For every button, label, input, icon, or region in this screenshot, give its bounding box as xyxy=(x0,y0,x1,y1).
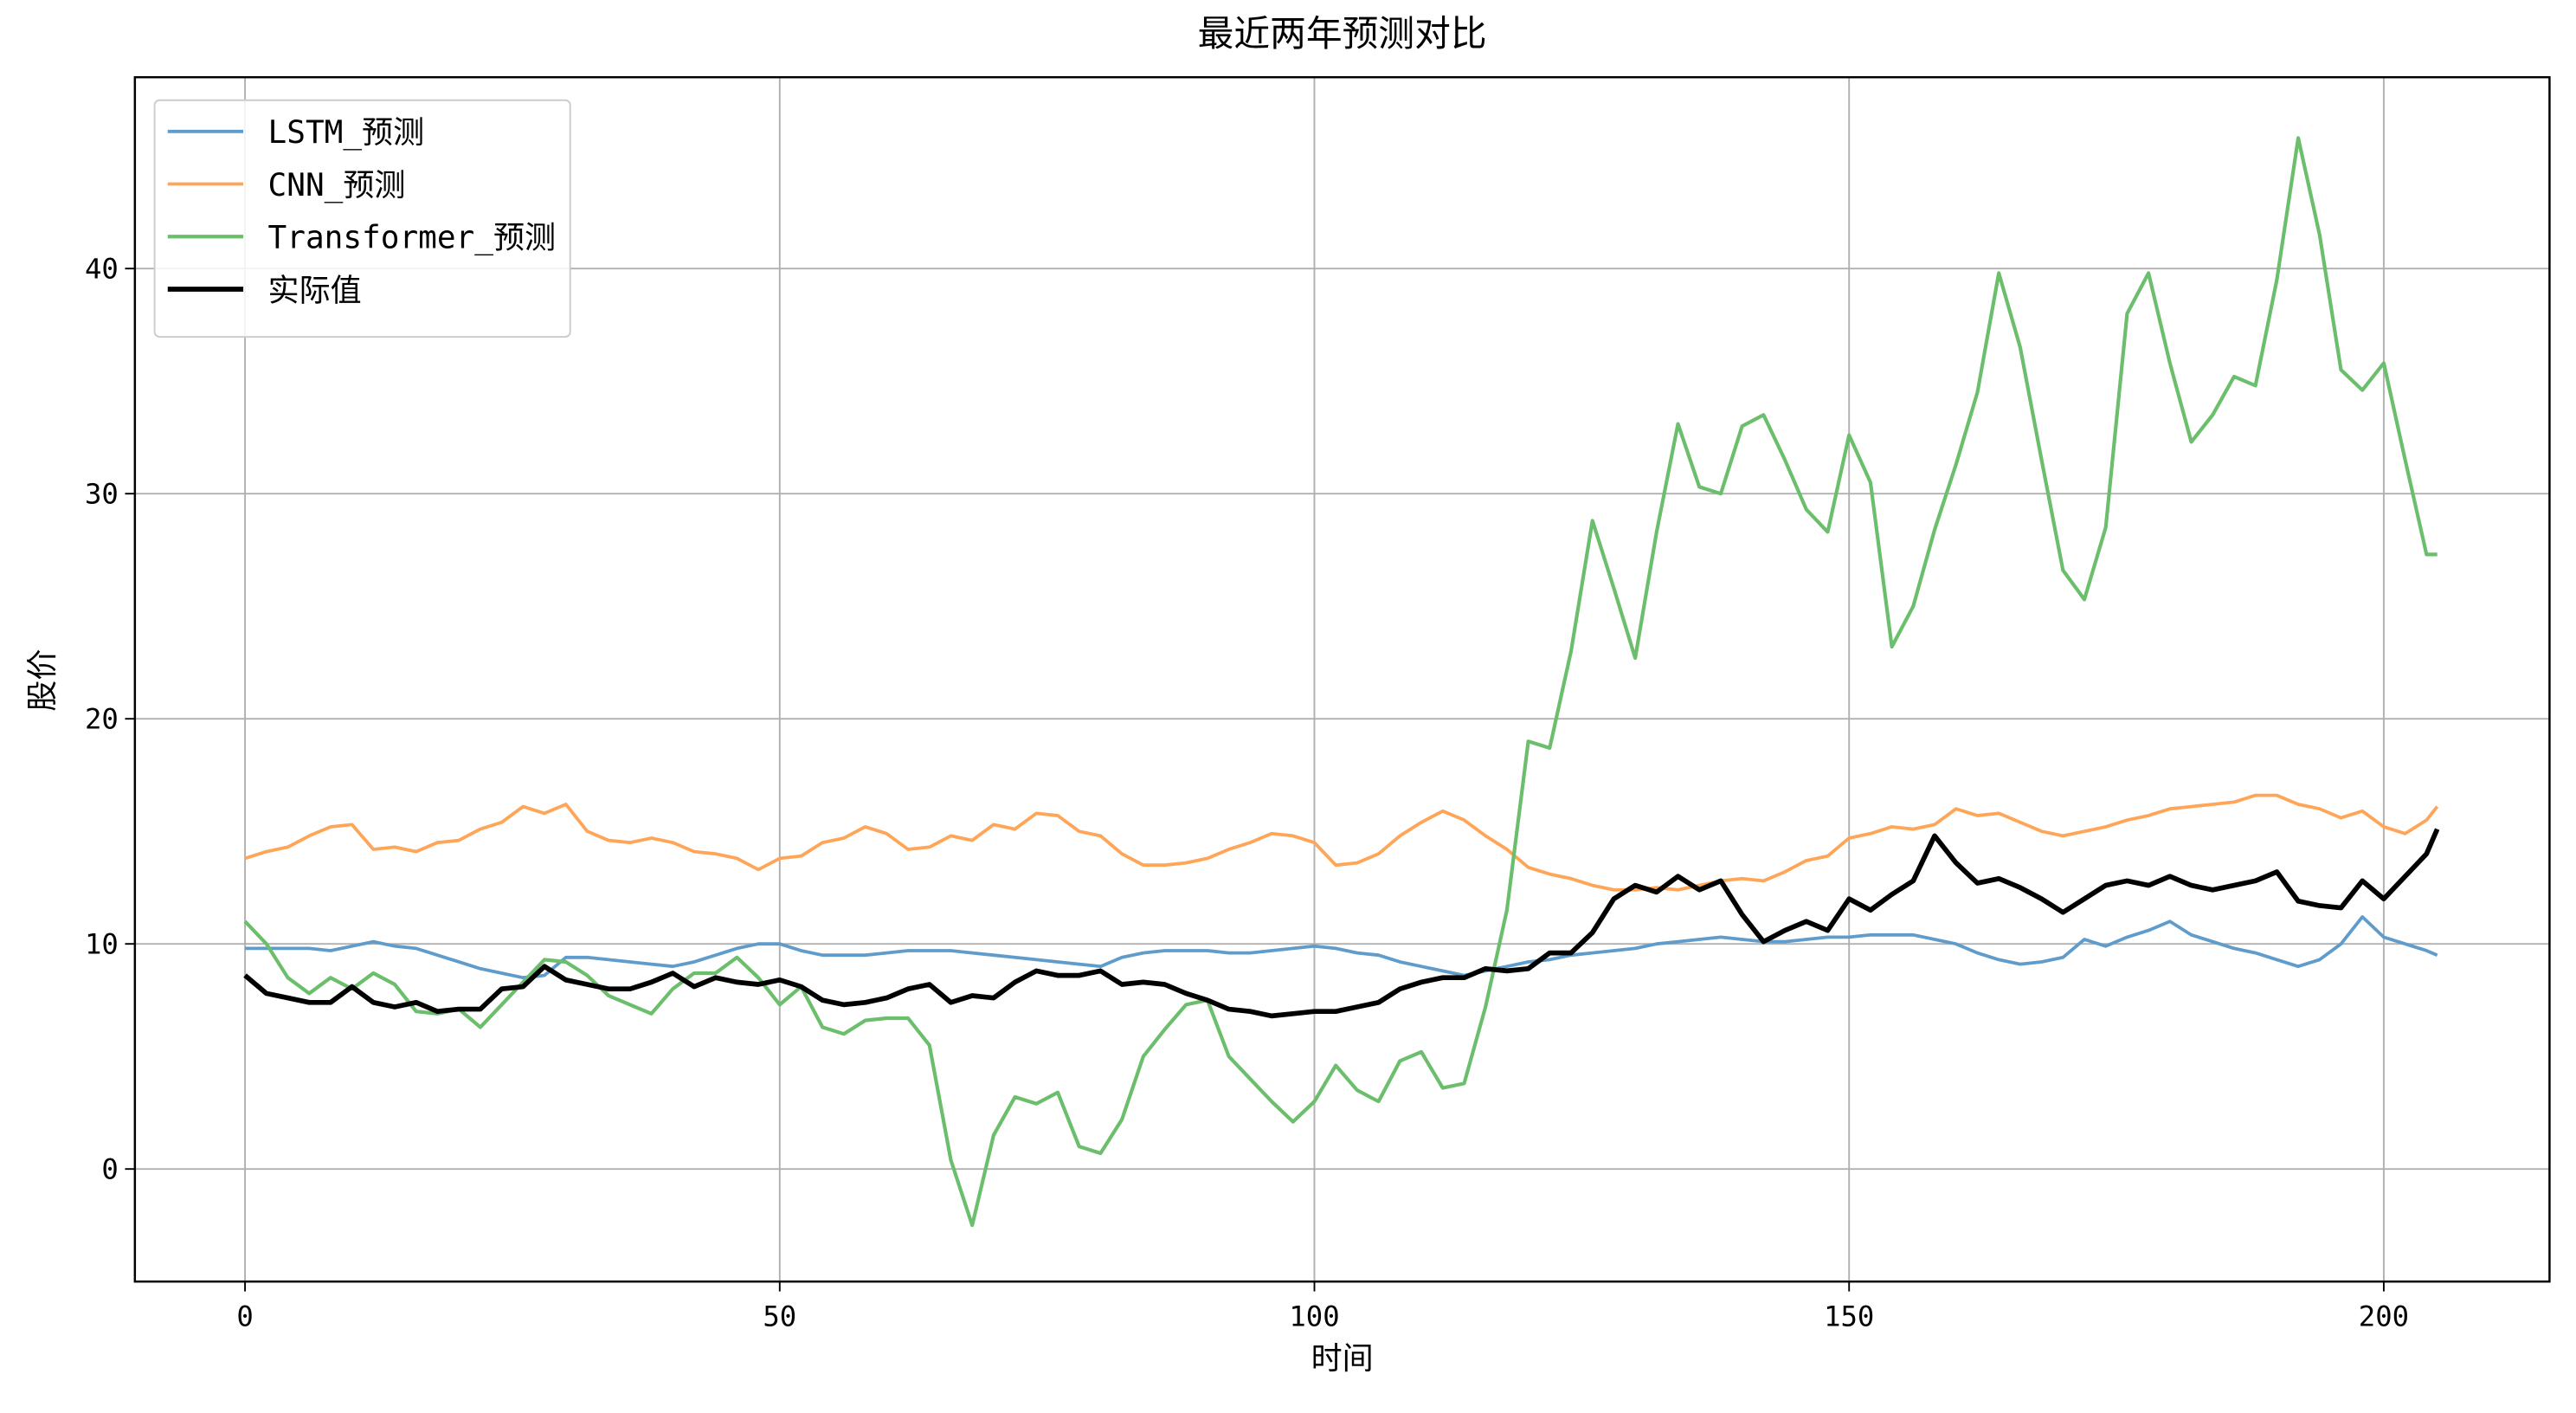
series-line xyxy=(245,915,2438,980)
axes-frame xyxy=(133,75,2551,1283)
y-tick-label: 20 xyxy=(85,703,119,736)
y-tick-label: 40 xyxy=(85,253,119,286)
x-tick-label: 200 xyxy=(2359,1300,2409,1332)
x-tick-label: 50 xyxy=(763,1300,796,1332)
legend-label: Transformer_预测 xyxy=(268,220,557,256)
legend-label: CNN_预测 xyxy=(268,167,406,203)
series-line xyxy=(243,136,2438,1228)
x-tick-label: 100 xyxy=(1289,1300,1339,1332)
legend-label: LSTM_预测 xyxy=(268,114,425,151)
legend-box xyxy=(153,99,571,338)
plot-area xyxy=(243,136,2440,1228)
series-line xyxy=(244,793,2439,892)
chart-title: 最近两年预测对比 xyxy=(1198,12,1487,55)
y-tick-label: 10 xyxy=(85,928,119,961)
x-tick-label: 150 xyxy=(1824,1300,1874,1332)
y-axis-label: 股价 xyxy=(24,649,61,712)
x-axis-label: 时间 xyxy=(1311,1340,1374,1377)
legend-label: 实际值 xyxy=(268,272,362,308)
series-line xyxy=(243,828,2440,1019)
y-tick-label: 0 xyxy=(101,1153,118,1186)
x-tick-label: 0 xyxy=(236,1300,253,1332)
y-tick-label: 30 xyxy=(85,478,119,511)
